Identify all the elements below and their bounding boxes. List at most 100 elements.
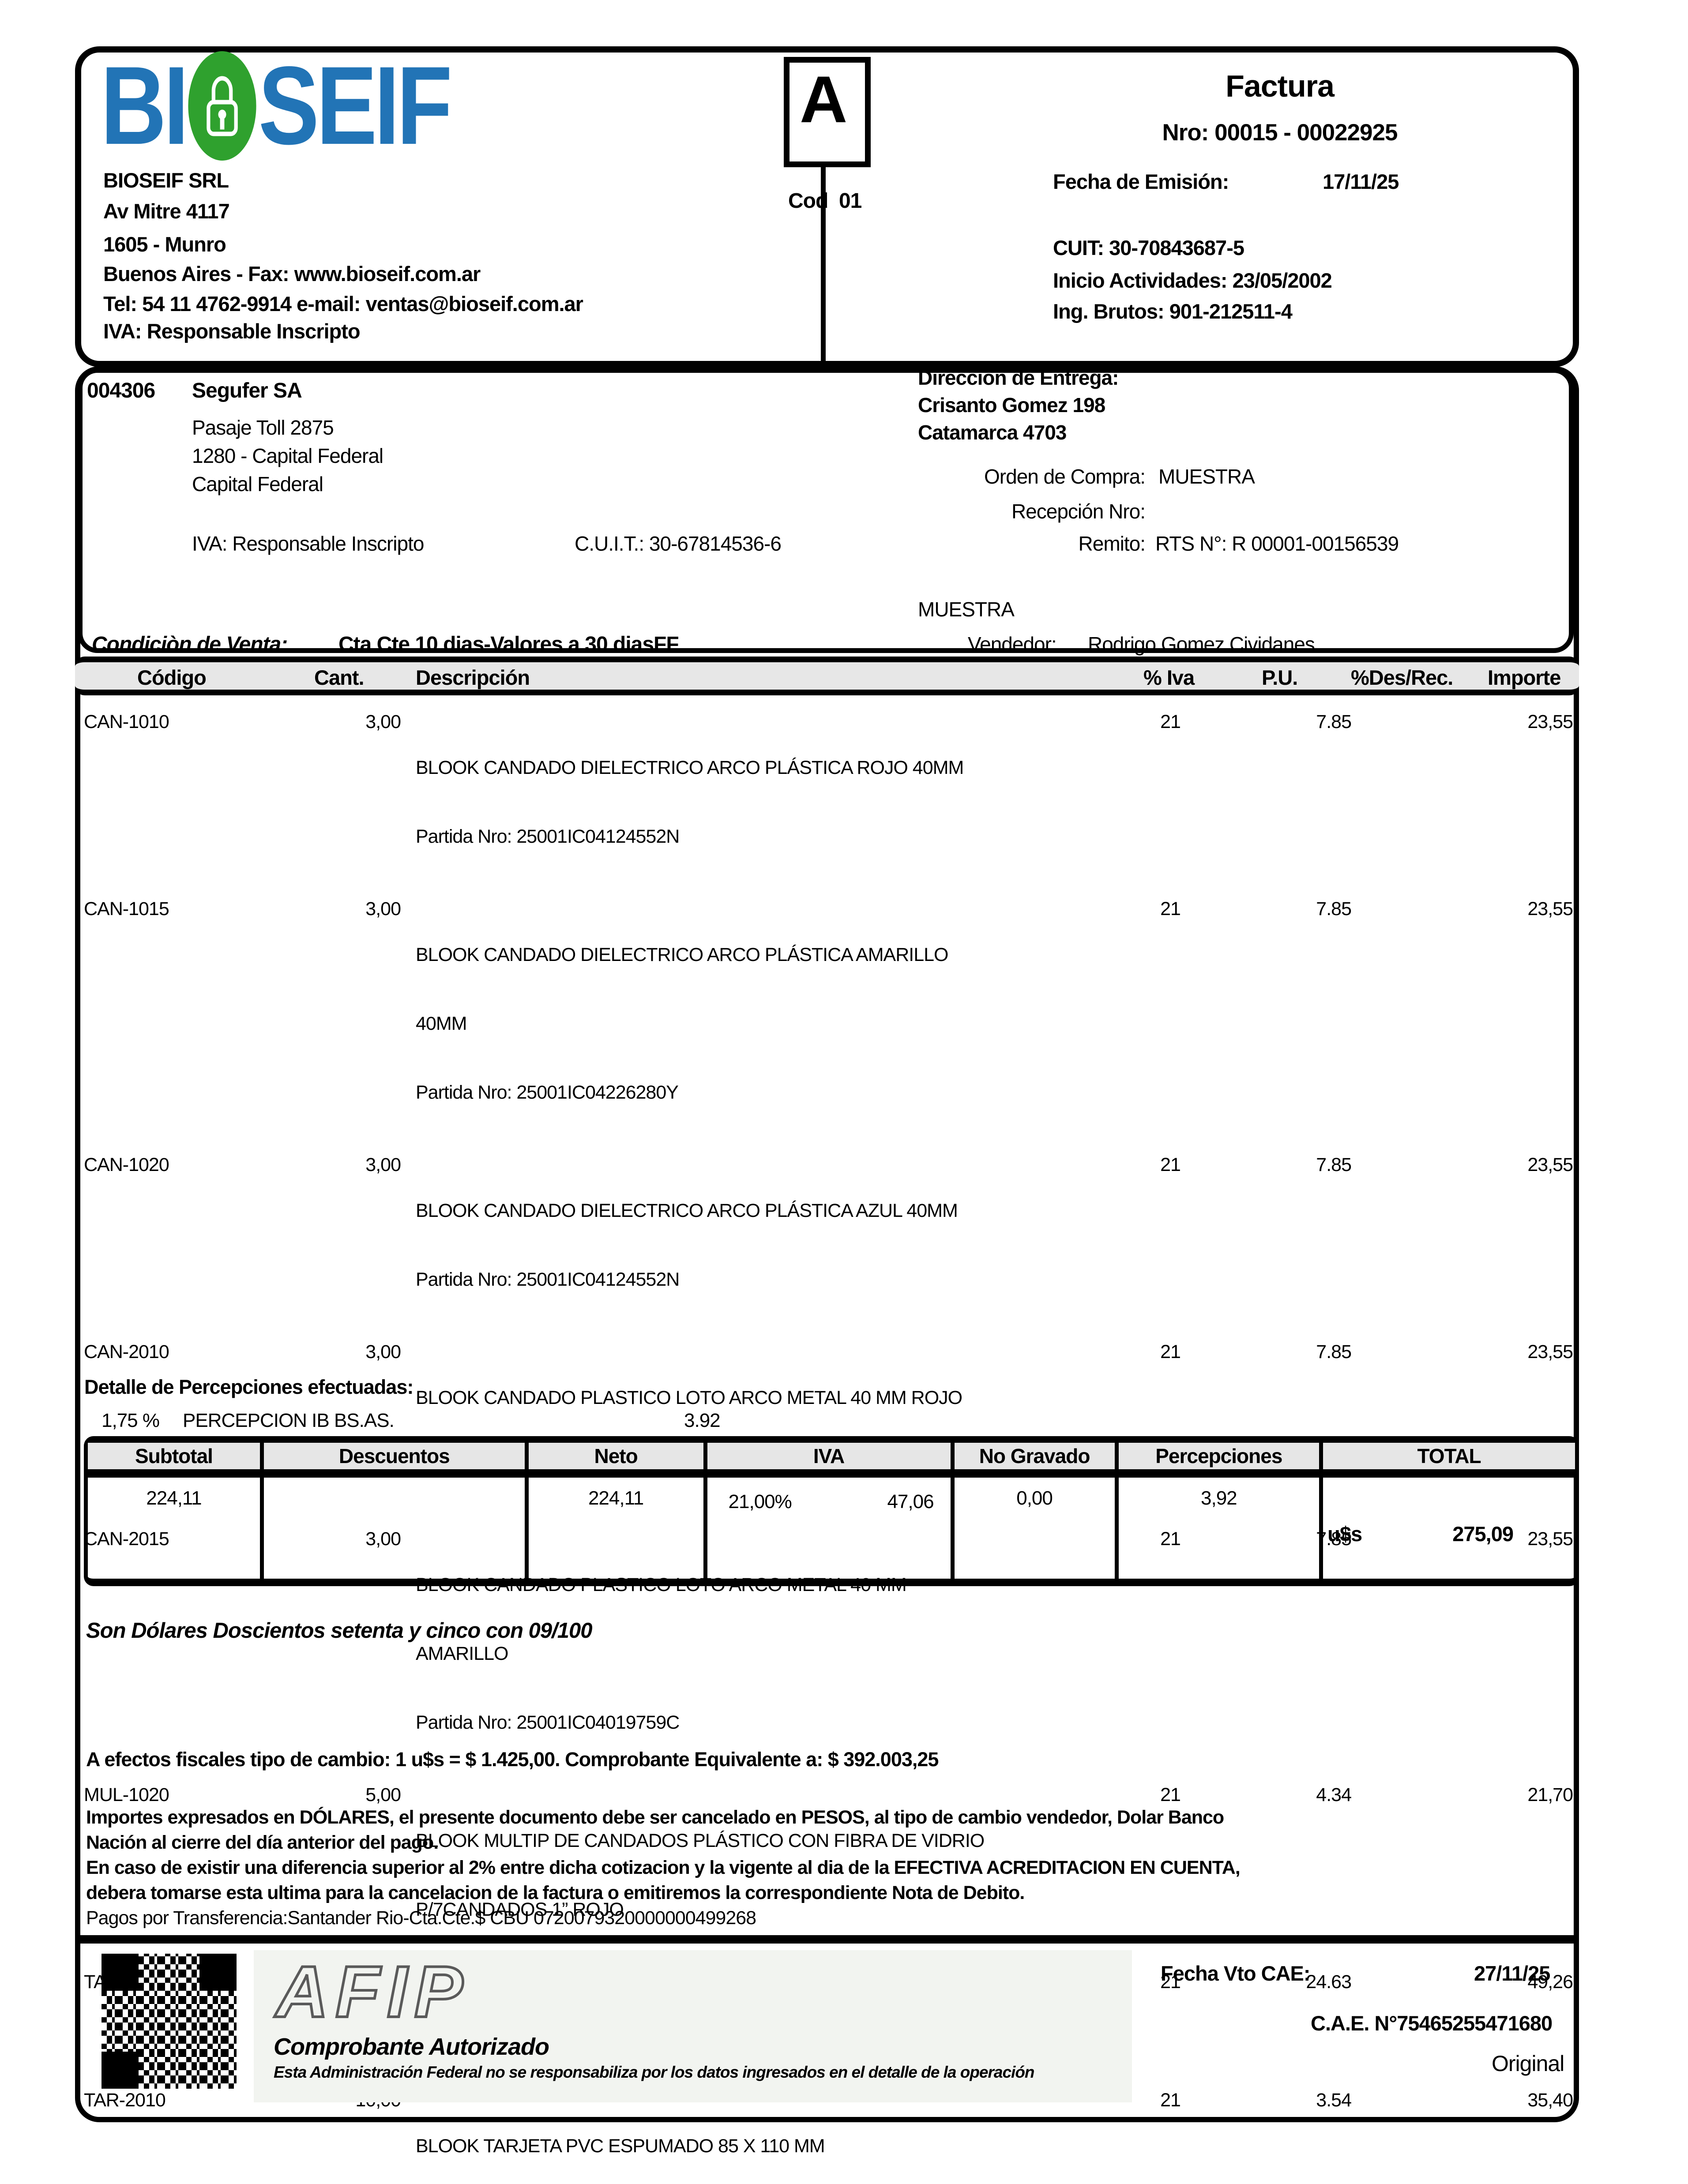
item-pu: 7.85 [1316, 898, 1352, 919]
fiscal-note-line: debera tomarse esta ultima para la cance… [86, 1882, 1025, 1903]
company-iva: IVA: Responsable Inscripto [103, 319, 361, 343]
totals-col-total: TOTAL u$s 275,09 [1323, 1443, 1575, 1579]
item-desc: BLOOK TARJETA PVC ESPUMADO 85 X 110 MM [401, 2089, 1104, 2184]
fiscal-note-line: Nación al cierre del día anterior del pa… [86, 1832, 439, 1853]
item-desc-line: BLOOK CANDADO DIELECTRICO ARCO PLÁSTICA … [416, 757, 964, 778]
item-code: CAN-2015 [84, 1528, 169, 1550]
item-qty: 3,00 [365, 1154, 401, 1175]
totals-col-neto: Neto 224,11 [528, 1443, 707, 1579]
table-row: CAN-1020 3,00 BLOOK CANDADO DIELECTRICO … [75, 1153, 1579, 1337]
header-box [75, 46, 1579, 367]
col-header-codigo: Código [137, 666, 207, 689]
company-inicio-actividades: Inicio Actividades: 23/05/2002 [1053, 269, 1332, 292]
totals-header: Descuentos [263, 1443, 525, 1478]
item-iva: 21 [1160, 1341, 1181, 1362]
totals-header: Subtotal [88, 1443, 260, 1478]
item-pu: 7.85 [1316, 1341, 1352, 1362]
totals-table: Subtotal 224,11 Descuentos Neto 224,11 I… [84, 1436, 1579, 1586]
item-importe: 35,40 [1527, 2090, 1573, 2111]
customer-city: 1280 - Capital Federal [192, 444, 383, 467]
item-qty: 3,00 [365, 1528, 401, 1550]
item-desc-line: Partida Nro: 25001IC04226280Y [416, 1082, 679, 1103]
totals-col-subtotal: Subtotal 224,11 [88, 1443, 264, 1579]
amount-in-words: Son Dólares Doscientos setenta y cinco c… [86, 1619, 592, 1643]
item-desc-line: BLOOK TARJETA PVC ESPUMADO 85 X 110 MM [416, 2135, 825, 2157]
total-value: 275,09 [1452, 1522, 1514, 1546]
company-cuit: CUIT: 30-70843687-5 [1053, 236, 1244, 259]
vendedor-value: Rodrigo Gomez Cividanes [1088, 633, 1315, 656]
company-tel: Tel: 54 11 4762-9914 e-mail: ventas@bios… [103, 292, 583, 315]
subtotal-value: 224,11 [146, 1487, 202, 1509]
item-desc-line: BLOOK CANDADO DIELECTRICO ARCO PLÁSTICA … [416, 944, 949, 965]
fiscal-note-line: En caso de existir una diferencia superi… [86, 1857, 1241, 1878]
item-iva: 21 [1160, 1784, 1181, 1805]
company-name: BIOSEIF SRL [103, 169, 229, 192]
oc-label: Orden de Compra: [984, 465, 1146, 488]
item-desc-line: 40MM [416, 1013, 467, 1034]
afip-disclaimer: Esta Administración Federal no se respon… [274, 2063, 1035, 2081]
doc-type-letter: A [800, 62, 848, 136]
item-iva: 21 [1160, 898, 1181, 919]
percepciones-value: 3,92 [1201, 1487, 1237, 1509]
item-desc: BLOOK CANDADO DIELECTRICO ARCO PLÁSTICA … [401, 1153, 1104, 1337]
items-list: CAN-1010 3,00 BLOOK CANDADO DIELECTRICO … [75, 710, 1579, 2184]
item-pu: 3.54 [1316, 2090, 1352, 2111]
items-header-bar [75, 657, 1579, 695]
item-code: CAN-2010 [84, 1341, 169, 1362]
oc-value: MUESTRA [1158, 465, 1255, 488]
item-desc-line: Partida Nro: 25001IC04019759C [416, 1712, 680, 1733]
item-qty: 3,00 [365, 898, 401, 919]
col-header-pu: P.U. [1262, 666, 1298, 689]
totals-col-percepciones: Percepciones 3,92 [1118, 1443, 1323, 1579]
company-ing-brutos: Ing. Brutos: 901-212511-4 [1053, 300, 1293, 323]
table-row: CAN-1010 3,00 BLOOK CANDADO DIELECTRICO … [75, 710, 1579, 894]
iva-rate-value: 21,00% [728, 1491, 792, 1512]
bioseif-logo: BI SEIF [101, 44, 453, 168]
percepcion-name: PERCEPCION IB BS.AS. [183, 1410, 395, 1431]
logo-text-right: SEIF [258, 44, 453, 168]
remito-label: Remito: [1078, 532, 1146, 555]
percepcion-rate: 1,75 % [102, 1410, 160, 1431]
customer-box [78, 368, 1574, 653]
col-header-importe: Importe [1488, 666, 1561, 689]
col-header-iva: % Iva [1143, 666, 1195, 689]
item-qty: 5,00 [365, 1784, 401, 1805]
currency-symbol: u$s [1327, 1522, 1362, 1546]
col-header-descripcion: Descripción [416, 666, 530, 689]
totals-header: IVA [707, 1443, 951, 1478]
logo-text-left: BI [101, 44, 189, 168]
company-address: Av Mitre 4117 [103, 199, 230, 223]
customer-name: Segufer SA [192, 379, 302, 402]
customer-address: Pasaje Toll 2875 [192, 416, 334, 439]
item-importe: 23,55 [1527, 1154, 1573, 1175]
company-city: 1605 - Munro [103, 233, 226, 256]
muestra-note: MUESTRA [918, 598, 1015, 621]
item-pu: 4.34 [1316, 1784, 1352, 1805]
item-desc-line: P/7CANDADOS 1” ROJO [416, 1899, 624, 1920]
comprobante-autorizado-label: Comprobante Autorizado [274, 2034, 549, 2060]
customer-province: Capital Federal [192, 473, 323, 495]
totals-col-descuentos: Descuentos [263, 1443, 529, 1579]
fiscal-exchange-line: A efectos fiscales tipo de cambio: 1 u$s… [86, 1748, 939, 1771]
item-iva: 21 [1160, 2090, 1181, 2111]
totals-header: TOTAL [1323, 1443, 1575, 1478]
item-code: CAN-1015 [84, 898, 169, 919]
item-importe: 21,70 [1527, 1784, 1573, 1805]
item-importe: 23,55 [1527, 1341, 1573, 1362]
totals-header: Neto [528, 1443, 703, 1478]
item-desc-line: BLOOK MULTIP DE CANDADOS PLÁSTICO CON FI… [416, 1830, 985, 1851]
item-code: CAN-1020 [84, 1154, 169, 1175]
doc-number: Nro: 00015 - 00022925 [1162, 120, 1398, 146]
copy-type-label: Original [1492, 2051, 1564, 2076]
condicion-value: Cta Cte 10 dias-Valores a 30 diasFF [338, 633, 679, 656]
cae-vto-date: 27/11/25 [1474, 1962, 1550, 1985]
delivery-title: Direccion de Entrega: [918, 366, 1119, 389]
customer-cuit: C.U.I.T.: 30-67814536-6 [575, 532, 782, 555]
item-importe: 23,55 [1527, 898, 1573, 919]
item-desc: BLOOK CANDADO DIELECTRICO ARCO PLÁSTICA … [401, 710, 1104, 894]
vendedor-label: Vendedor: [968, 633, 1057, 656]
item-desc-line: Partida Nro: 25001IC04124552N [416, 826, 680, 847]
item-importe: 23,55 [1527, 1528, 1573, 1550]
payment-transfer-line: Pagos por Transferencia:Santander Rio-Ct… [86, 1907, 756, 1929]
